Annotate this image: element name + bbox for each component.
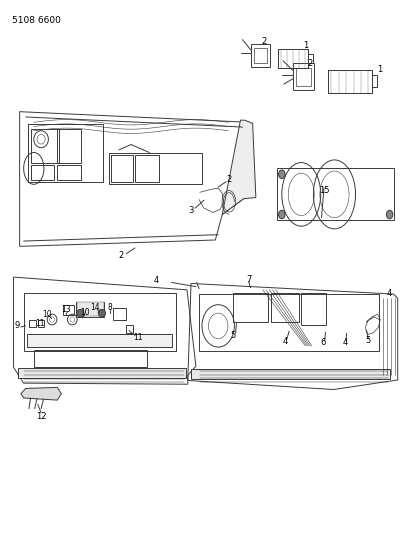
Bar [38, 320, 44, 327]
Ellipse shape [279, 170, 285, 179]
Text: 2: 2 [262, 37, 266, 46]
Text: 1: 1 [303, 42, 308, 51]
Text: 4: 4 [342, 338, 348, 348]
Bar [191, 369, 390, 379]
Bar [63, 305, 74, 316]
Text: 10: 10 [42, 310, 51, 319]
Bar [308, 54, 313, 63]
Text: 5: 5 [231, 331, 236, 340]
Ellipse shape [279, 211, 285, 219]
Bar [109, 152, 202, 184]
Text: 13: 13 [62, 305, 71, 314]
Text: 3: 3 [188, 206, 194, 215]
Text: 2: 2 [118, 252, 124, 261]
Bar [57, 165, 81, 180]
Bar [278, 49, 308, 68]
Text: 14: 14 [91, 303, 100, 312]
Bar [18, 368, 186, 378]
Ellipse shape [77, 310, 84, 317]
Text: 4: 4 [153, 276, 159, 285]
Bar [57, 128, 81, 163]
Text: 11: 11 [133, 333, 142, 342]
Bar [328, 70, 372, 93]
Bar [254, 48, 267, 63]
Bar [278, 49, 308, 68]
Text: 1: 1 [377, 64, 382, 74]
Bar [76, 302, 104, 317]
Bar [277, 168, 395, 220]
Ellipse shape [98, 310, 106, 317]
Text: 8: 8 [108, 303, 112, 312]
Text: 5: 5 [365, 336, 370, 345]
Bar [233, 293, 268, 322]
Bar [111, 155, 133, 182]
Text: 2: 2 [226, 175, 232, 184]
Text: 2: 2 [308, 60, 313, 68]
Bar [301, 293, 326, 325]
Text: 4: 4 [282, 337, 288, 346]
Bar [31, 165, 54, 180]
Bar [29, 320, 36, 327]
Bar [271, 293, 299, 322]
Bar [126, 325, 133, 333]
Bar [328, 70, 372, 93]
Text: 11: 11 [35, 319, 45, 328]
Bar [113, 308, 126, 319]
Polygon shape [21, 387, 61, 400]
Text: 10: 10 [80, 308, 90, 317]
Bar [31, 128, 59, 163]
Bar [27, 334, 173, 347]
Bar [28, 124, 103, 182]
Ellipse shape [386, 211, 393, 219]
Text: 12: 12 [36, 411, 47, 421]
Text: 4: 4 [387, 288, 392, 297]
Text: 5108 6600: 5108 6600 [11, 16, 60, 25]
Bar [372, 75, 377, 87]
Bar [77, 302, 104, 317]
Text: 6: 6 [321, 338, 326, 348]
Text: 7: 7 [246, 274, 251, 284]
Bar [199, 294, 379, 351]
Bar [296, 68, 310, 86]
Bar [135, 155, 159, 182]
Text: 9: 9 [14, 321, 20, 330]
Text: 15: 15 [319, 185, 329, 195]
Polygon shape [222, 120, 256, 215]
Bar [293, 63, 314, 90]
Bar [34, 350, 147, 367]
Bar [24, 293, 175, 351]
Bar [251, 44, 271, 67]
